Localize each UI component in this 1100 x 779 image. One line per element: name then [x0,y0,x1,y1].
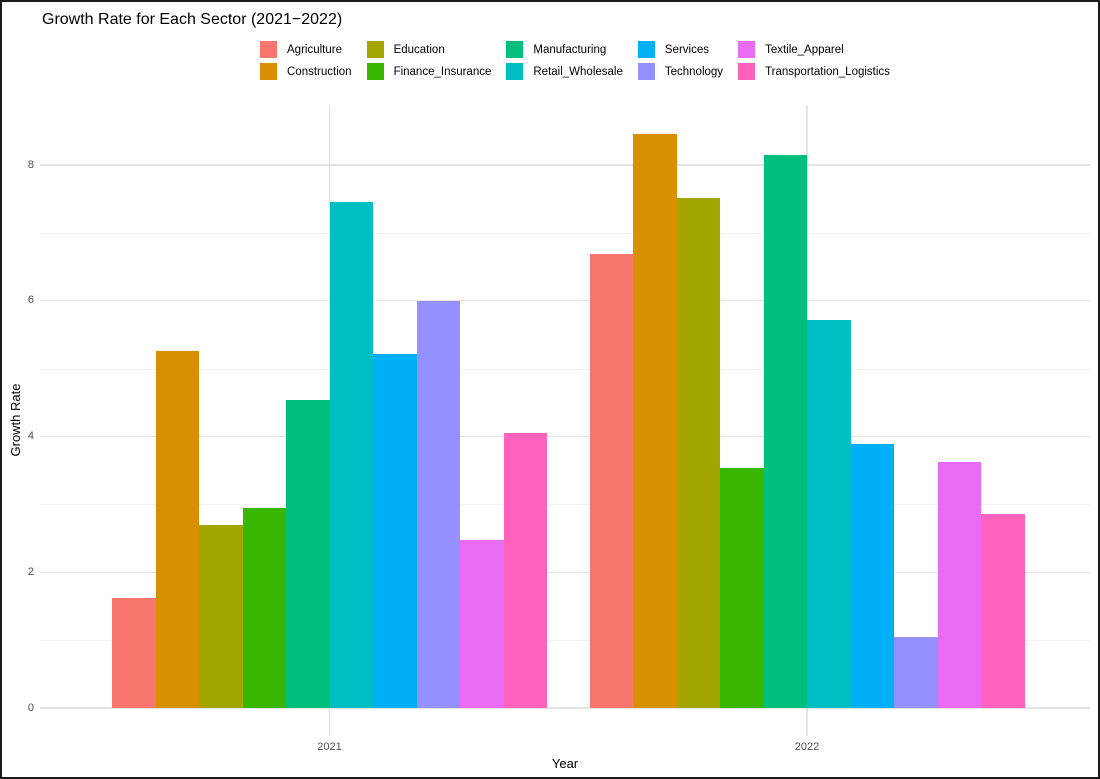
legend-key-swatch-Textile_Apparel [738,41,756,58]
legend-label-Technology: Technology [664,65,724,78]
gridline-major-y-8 [40,164,1090,166]
x-tick-label-2022: 2022 [794,741,820,753]
legend-label-Agriculture: Agriculture [287,43,342,56]
legend: Agriculture Construction Education Finance_… [260,41,890,80]
bar-2021-Manufacturing [286,399,330,708]
y-tick-label-4: 4 [27,430,34,442]
bar-2021-Education [199,524,243,708]
y-tick-label-2: 2 [27,565,34,578]
plot-panel [40,106,1090,736]
legend-item-Technology: Technology [637,63,724,80]
bar-2021-Finance_Insurance [242,507,286,708]
bar-2021-Technology [416,300,460,708]
legend-key-swatch-Services [637,41,655,58]
bar-2022-Transportation_Logistics [981,513,1025,708]
gridline-major-y-0 [40,707,1090,709]
x-axis-title: Year [551,756,579,771]
gridline-major-y-4 [40,435,1090,438]
legend-item-Transportation_Logistics: Transportation_Logistics [738,63,890,80]
y-tick-label-6: 6 [27,294,34,307]
chart-title: Growth Rate for Each Sector (2021−2022) [42,11,343,28]
legend-label-Transportation_Logistics: Transportation_Logistics [765,65,890,78]
legend-label-Manufacturing: Manufacturing [533,43,607,56]
legend-item-Retail_Wholesale: Retail_Wholesale [506,63,623,80]
legend-label-Services: Services [664,43,709,56]
legend-item-Services: Services [637,41,723,58]
legend-item-Manufacturing: Manufacturing [506,41,623,58]
gridline-minor-y-5 [40,368,1090,370]
bar-2022-Finance_Insurance [720,467,764,708]
x-tick-label-2021: 2021 [317,741,342,753]
legend-label-Textile_Apparel: Textile_Apparel [765,43,844,56]
bar-2022-Retail_Wholesale [807,320,851,708]
bar-2022-Technology [894,636,938,708]
gridline-minor-y-7 [40,232,1090,234]
y-tick-label-0: 0 [27,701,34,714]
bar-2021-Services [373,354,417,708]
bar-2021-Construction [155,350,199,708]
bar-2022-Textile_Apparel [937,462,981,708]
bar-2022-Education [676,198,720,708]
bar-2021-Textile_Apparel [460,540,504,708]
bar-2022-Services [850,443,894,708]
bar-2021-Agriculture [112,598,156,708]
y-axis-title: Growth Rate [8,383,23,457]
legend-key-swatch-Construction [260,63,277,80]
bar-2022-Manufacturing [763,155,807,708]
legend-key-swatch-Retail_Wholesale [506,63,524,80]
legend-label-Construction: Construction [287,65,352,78]
legend-item-Agriculture: Agriculture [260,41,352,58]
legend-key-swatch-Transportation_Logistics [738,63,756,80]
legend-label-Education: Education [393,43,445,56]
legend-key-swatch-Technology [637,63,655,80]
bar-2022-Construction [633,134,677,708]
legend-item-Education: Education [366,41,492,58]
legend-label-Retail_Wholesale: Retail_Wholesale [533,65,623,78]
gridline-minor-y-3 [40,504,1090,506]
legend-key-swatch-Education [366,41,384,58]
bar-2021-Retail_Wholesale [329,202,373,708]
legend-item-Textile_Apparel: Textile_Apparel [738,41,890,58]
bar-2022-Agriculture [589,253,633,708]
legend-label-Finance_Insurance: Finance_Insurance [393,65,492,78]
bar-2021-Transportation_Logistics [503,433,547,708]
gridline-minor-y-1 [40,640,1090,642]
y-tick-label-8: 8 [27,158,34,171]
legend-key-swatch-Agriculture [260,41,277,58]
legend-key-swatch-Finance_Insurance [366,63,384,80]
legend-item-Finance_Insurance: Finance_Insurance [366,63,492,80]
legend-item-Construction: Construction [260,63,352,80]
legend-key-swatch-Manufacturing [506,41,524,58]
gridline-major-y-6 [40,300,1090,302]
gridline-major-y-2 [40,571,1090,573]
